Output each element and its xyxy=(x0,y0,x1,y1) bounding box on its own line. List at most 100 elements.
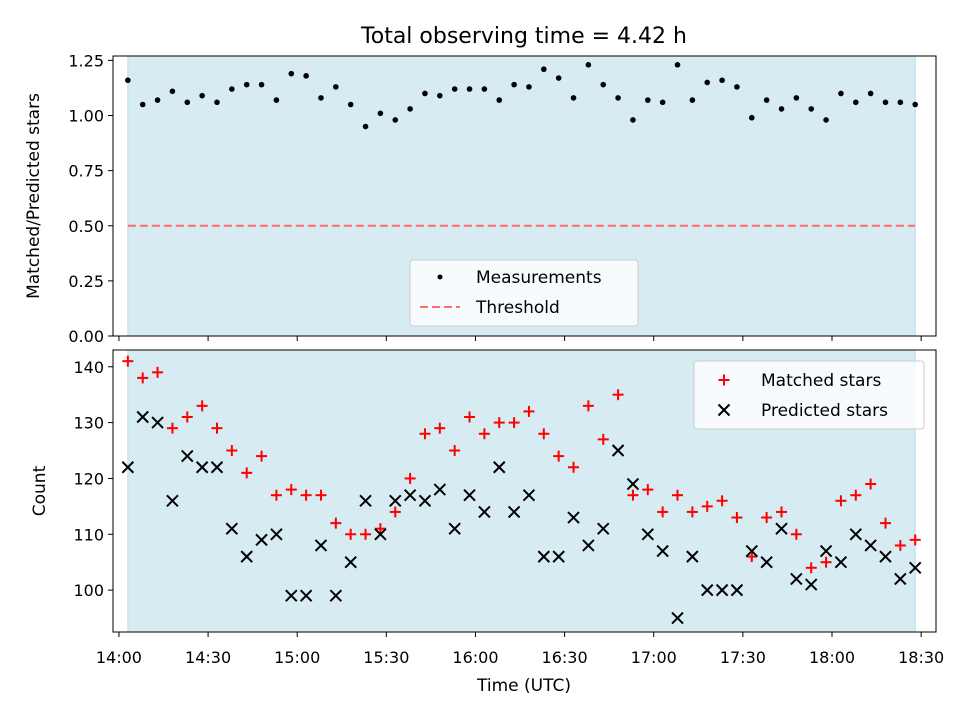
predicted-star-point xyxy=(403,488,417,502)
matched-star-point xyxy=(701,500,713,512)
measurement-point xyxy=(823,117,829,123)
y-tick-label: 140 xyxy=(73,358,104,377)
matched-star-point xyxy=(226,445,238,457)
measurement-point xyxy=(645,97,651,103)
predicted-star-point xyxy=(314,539,328,552)
bottom-y-axis-label: Count xyxy=(30,465,50,516)
legend-predicted-glyph xyxy=(717,403,731,417)
matched-star-point xyxy=(568,461,580,473)
predicted-star-point xyxy=(537,550,551,563)
x-tick-label: 17:30 xyxy=(720,648,766,667)
bottom-axes-frame xyxy=(112,349,937,633)
predicted-star-point xyxy=(285,589,298,602)
top-y-axis-label: Matched/Predicted stars xyxy=(24,93,44,299)
legend-matched-glyph xyxy=(718,374,730,386)
x-tick-label: 14:00 xyxy=(96,648,142,667)
measurement-point xyxy=(333,84,339,90)
y-tick-label: 120 xyxy=(73,469,104,488)
predicted-star-point xyxy=(686,550,699,563)
bottom-panel: 100 110 120 130 140 14:00 14:30 15:00 15:30 16:0… xyxy=(30,349,944,696)
matched-star-point xyxy=(657,506,669,518)
measurement-point xyxy=(303,73,309,79)
measurement-point xyxy=(719,77,725,84)
measurement-point xyxy=(214,99,220,106)
measurement-point xyxy=(600,81,607,88)
top-y-ticks: 0.00 0.25 0.50 0.75 1.00 1.25 xyxy=(68,51,113,346)
matched-star-point xyxy=(805,562,817,574)
matched-star-point xyxy=(612,389,624,401)
x-tick-label: 14:30 xyxy=(185,648,231,667)
matched-star-point xyxy=(211,422,223,434)
predicted-star-point xyxy=(136,410,149,424)
matched-star-point xyxy=(538,428,550,440)
measurement-point xyxy=(288,70,295,77)
measurement-point xyxy=(481,86,488,92)
measurement-point xyxy=(689,97,696,103)
matched-star-point xyxy=(553,450,565,462)
predicted-star-point xyxy=(463,488,476,502)
predicted-star-point xyxy=(166,494,179,507)
matched-star-point xyxy=(835,495,847,507)
measurement-point xyxy=(882,99,889,106)
matched-star-point xyxy=(300,489,312,501)
matched-star-point xyxy=(137,372,149,384)
predicted-star-point xyxy=(344,555,357,569)
matched-star-point xyxy=(761,512,773,524)
measurement-point xyxy=(466,86,473,92)
measurement-point xyxy=(392,117,399,123)
legend-matched-marker xyxy=(718,374,730,386)
matched-star-point xyxy=(241,467,253,479)
legend-matched-label: Matched stars xyxy=(761,371,881,391)
matched-star-point xyxy=(894,539,906,551)
matched-star-point xyxy=(345,528,357,540)
predicted-star-point xyxy=(611,444,625,457)
matched-star-point xyxy=(672,489,684,501)
measurement-point xyxy=(867,90,874,97)
matched-star-point xyxy=(166,422,178,434)
measurement-point xyxy=(422,90,428,97)
predicted-star-point xyxy=(760,555,773,569)
matched-star-point xyxy=(360,528,372,540)
bottom-legend: Matched stars Predicted stars xyxy=(693,360,925,430)
predicted-star-point xyxy=(790,572,803,586)
predicted-star-point xyxy=(240,550,253,563)
legend-measurements-label: Measurements xyxy=(476,268,602,288)
predicted-star-point xyxy=(775,522,788,535)
matched-star-point xyxy=(627,489,639,501)
matched-star-point xyxy=(374,523,386,535)
predicted-star-point xyxy=(359,494,372,507)
y-tick-label: 1.25 xyxy=(68,51,104,70)
matched-star-point xyxy=(597,433,609,445)
measurement-point xyxy=(125,77,131,84)
predicted-star-point xyxy=(805,578,818,591)
measurement-point xyxy=(838,90,844,97)
matched-star-point xyxy=(285,484,297,496)
measurement-point xyxy=(659,99,666,106)
y-tick-label: 0.00 xyxy=(68,327,104,346)
matched-star-point xyxy=(478,428,490,440)
y-tick-label: 0.75 xyxy=(68,162,104,181)
measurement-point xyxy=(451,86,458,92)
matched-star-point xyxy=(404,472,416,484)
measurement-point xyxy=(243,81,250,88)
measurement-point xyxy=(362,123,369,130)
measurement-point xyxy=(258,81,265,88)
predicted-star-point xyxy=(567,511,580,524)
y-tick-label: 110 xyxy=(73,525,104,544)
y-tick-label: 130 xyxy=(73,414,104,433)
matched-star-point xyxy=(434,422,446,434)
predicted-star-point xyxy=(433,483,447,496)
measurement-point xyxy=(808,106,815,112)
measurement-point xyxy=(169,88,176,95)
predicted-star-point xyxy=(597,522,610,535)
matched-star-point xyxy=(493,417,505,429)
matched-star-point xyxy=(582,400,594,412)
predicted-star-point xyxy=(715,583,729,597)
matched-star-point xyxy=(686,506,698,518)
predicted-star-point xyxy=(225,522,239,535)
measurement-point xyxy=(555,75,562,81)
measurement-point xyxy=(763,97,770,103)
matched-star-point xyxy=(508,417,520,429)
x-tick-label: 16:00 xyxy=(452,648,498,667)
matched-star-point xyxy=(270,489,282,501)
